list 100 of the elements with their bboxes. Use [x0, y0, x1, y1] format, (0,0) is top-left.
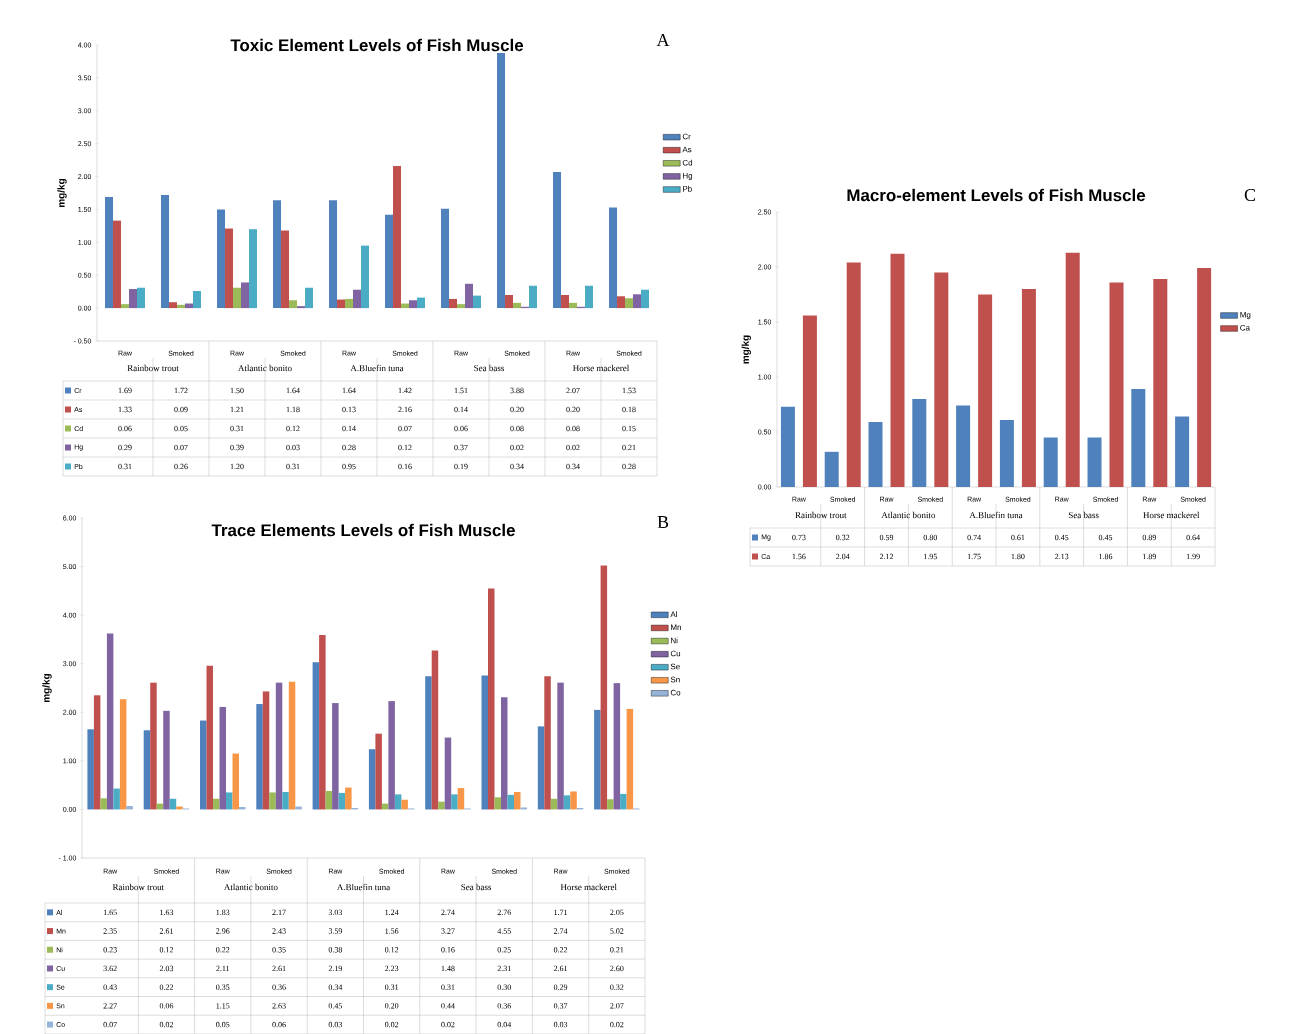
bar	[129, 289, 137, 309]
bar	[337, 299, 345, 309]
chart-title: Macro-element Levels of Fish Muscle	[847, 188, 1146, 202]
bar	[780, 406, 795, 488]
bar	[553, 171, 562, 309]
bar	[561, 294, 570, 309]
text: Horse mackerel	[560, 883, 617, 891]
bar	[607, 799, 614, 810]
text: C	[1244, 188, 1255, 202]
bar	[345, 787, 352, 810]
bar	[449, 298, 458, 309]
bar	[281, 230, 289, 309]
text: B	[657, 516, 669, 528]
bar	[241, 282, 249, 309]
bar	[613, 683, 621, 810]
bar	[473, 295, 482, 309]
bar	[999, 419, 1014, 488]
bar	[1153, 279, 1168, 488]
bar	[978, 294, 993, 488]
bar	[169, 302, 177, 309]
bar	[600, 565, 608, 810]
bar	[361, 245, 370, 309]
bar	[890, 253, 905, 488]
bar	[529, 285, 538, 309]
bar	[537, 726, 545, 810]
bar	[401, 799, 408, 810]
bar	[465, 283, 474, 309]
bar	[113, 788, 120, 810]
bar	[113, 220, 121, 309]
bar	[200, 720, 207, 810]
bar	[501, 697, 508, 810]
text: Atlantic bonito	[881, 511, 936, 519]
text: Horse mackerel	[573, 364, 630, 372]
bar	[824, 451, 839, 488]
bar	[626, 708, 634, 810]
bar	[143, 730, 151, 810]
bar	[1021, 289, 1036, 488]
text: Rainbow trout	[127, 364, 179, 372]
text: A.Bluefin tuna	[336, 883, 391, 891]
bar	[137, 287, 145, 309]
bar	[273, 200, 281, 309]
bar	[409, 300, 418, 309]
y-axis-title: mg/kg	[741, 335, 751, 364]
text: Sea bass	[474, 364, 504, 372]
bar	[269, 792, 276, 810]
bar	[563, 795, 571, 810]
bar	[225, 228, 233, 309]
bar	[232, 753, 239, 810]
bar	[912, 399, 927, 488]
bar	[956, 405, 971, 488]
bar	[444, 737, 452, 810]
bar	[121, 304, 129, 309]
bar	[633, 294, 642, 309]
bar	[353, 289, 361, 309]
bar	[206, 665, 213, 810]
bar	[570, 791, 577, 810]
text: A.Bluefin tuna	[350, 364, 404, 372]
bar	[438, 801, 445, 810]
bar	[217, 209, 225, 309]
bar	[1043, 437, 1058, 488]
bar	[332, 703, 339, 810]
bar	[87, 729, 94, 810]
bar	[385, 214, 394, 309]
y-axis-title: mg/kg	[57, 179, 67, 208]
bar	[329, 200, 337, 309]
bar	[1065, 252, 1080, 488]
bar	[557, 682, 564, 810]
bar	[275, 682, 283, 810]
bar	[609, 207, 618, 309]
bar	[488, 588, 495, 810]
bar	[282, 791, 289, 810]
bar	[505, 294, 514, 309]
bar	[544, 676, 551, 810]
bar	[585, 285, 594, 309]
bar	[338, 792, 346, 810]
bar	[1087, 437, 1102, 488]
bar	[106, 633, 114, 810]
text: Horse mackerel	[1143, 511, 1200, 519]
bar	[105, 196, 113, 309]
bar	[262, 691, 270, 810]
y-axis-title: mg/kg	[42, 674, 52, 703]
bar	[513, 302, 522, 309]
bar	[119, 699, 127, 810]
bar	[393, 166, 402, 309]
bar	[345, 298, 353, 309]
bar	[457, 788, 465, 810]
bar	[1197, 268, 1212, 488]
bar	[100, 798, 107, 810]
bar	[163, 710, 170, 810]
bar	[375, 733, 382, 810]
bar	[233, 287, 241, 309]
text: Atlantic bonito	[223, 883, 278, 891]
bar	[494, 797, 501, 810]
bar	[481, 675, 488, 810]
bar	[319, 635, 326, 810]
bar	[126, 806, 133, 810]
bar	[497, 52, 506, 309]
bar	[431, 650, 439, 810]
bar	[620, 793, 627, 810]
bar	[193, 291, 201, 309]
